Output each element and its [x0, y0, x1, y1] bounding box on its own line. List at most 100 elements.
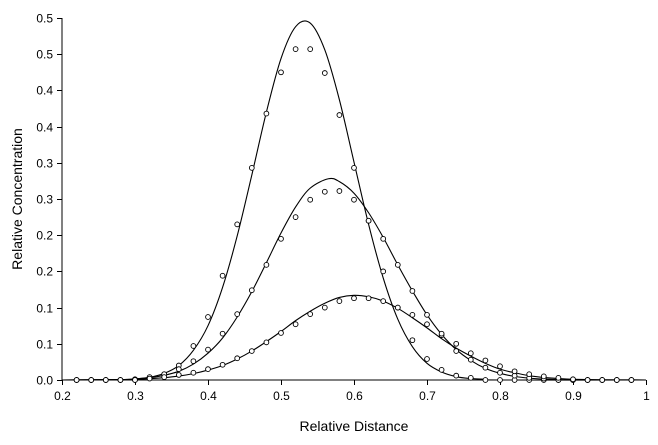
data-point-series-3: [146, 375, 153, 382]
data-point-series-2: [292, 214, 299, 220]
fitted-curve-2: [61, 177, 647, 381]
y-tick-label: 0.5: [36, 12, 53, 26]
data-point-series-2: [453, 348, 460, 354]
data-point-series-2: [205, 346, 211, 353]
data-point-series-2: [234, 311, 241, 317]
y-tick-label: 0.4: [36, 121, 53, 135]
data-point-series-3: [73, 377, 80, 383]
y-axis-title: Relative Concentration: [9, 128, 25, 270]
x-tick-label: 0.7: [419, 389, 436, 403]
data-point-series-1: [248, 165, 255, 171]
data-point-series-1: [278, 69, 284, 76]
data-point-series-3: [351, 295, 357, 302]
data-point-series-2: [482, 364, 489, 371]
y-tick-label: 0.1: [36, 338, 53, 352]
data-point-series-3: [438, 330, 445, 337]
data-point-series-3: [205, 366, 211, 372]
fitted-curve-1: [61, 20, 647, 381]
data-point-series-2: [175, 366, 182, 372]
data-point-series-3: [584, 377, 591, 383]
data-point-series-2: [497, 369, 503, 376]
data-point-series-3: [175, 372, 182, 378]
data-point-series-3: [409, 311, 416, 318]
data-point-series-3: [336, 298, 343, 304]
data-point-series-3: [570, 376, 576, 383]
x-tick-label: 0.8: [492, 389, 509, 403]
data-point-series-3: [102, 377, 109, 383]
data-point-series-1: [380, 268, 387, 275]
y-tick-label: 0.4: [36, 84, 53, 98]
data-point-series-3: [511, 368, 518, 375]
data-point-series-3: [321, 304, 328, 311]
data-point-series-3: [613, 377, 620, 383]
y-tick-label: 0.3: [36, 157, 53, 171]
x-tick-label: 1: [643, 389, 650, 403]
data-point-series-1: [307, 46, 314, 52]
data-point-series-3: [263, 339, 270, 346]
data-point-series-3: [88, 377, 95, 383]
y-tick-label: 0.1: [36, 302, 53, 316]
data-point-series-3: [132, 377, 138, 383]
y-tick-label: 0.0: [36, 374, 53, 388]
data-point-series-3: [497, 363, 503, 370]
data-point-series-1: [453, 372, 460, 379]
data-point-series-3: [365, 295, 372, 302]
data-point-series-1: [497, 377, 503, 383]
data-point-series-1: [336, 112, 343, 118]
y-tick-label: 0.3: [36, 193, 53, 207]
data-point-series-3: [424, 321, 430, 328]
data-point-series-2: [336, 188, 343, 194]
x-axis-title: Relative Distance: [300, 418, 409, 434]
data-point-series-2: [219, 330, 226, 337]
data-point-series-3: [540, 373, 547, 380]
data-point-series-2: [467, 356, 474, 363]
data-point-series-1: [351, 165, 357, 171]
data-point-series-2: [190, 358, 197, 365]
data-point-series-2: [365, 217, 372, 224]
data-point-series-2: [248, 287, 255, 294]
data-point-series-1: [424, 356, 430, 362]
data-point-series-1: [219, 272, 226, 279]
x-tick-label: 0.3: [127, 389, 144, 403]
axes: 0.2 0.3 0.4 0.5 0.6 0.7 0.8 0.9 1 0.0 0.1 0.1 0.2 0.2…: [36, 12, 650, 404]
data-point-series-1: [292, 46, 299, 52]
data-point-series-3: [453, 340, 460, 347]
data-point-series-2: [409, 288, 416, 294]
x-tick-label: 0.6: [346, 389, 363, 403]
data-point-series-1: [190, 343, 197, 349]
data-point-series-3: [380, 298, 387, 304]
data-point-series-3: [467, 350, 474, 357]
data-point-series-1: [409, 337, 416, 344]
data-points: [73, 46, 635, 383]
data-point-series-3: [292, 321, 299, 328]
data-point-series-3: [278, 330, 284, 336]
data-point-series-3: [219, 361, 226, 368]
x-tick-label: 0.9: [565, 389, 582, 403]
fitted-curves: [61, 20, 647, 381]
data-point-series-3: [628, 377, 635, 383]
data-point-series-2: [263, 262, 270, 268]
fitted-curve-3: [61, 294, 647, 381]
data-point-series-3: [248, 348, 255, 354]
data-point-series-2: [424, 311, 430, 318]
data-point-series-3: [234, 355, 241, 362]
data-point-series-2: [278, 235, 284, 242]
data-point-series-3: [482, 357, 489, 364]
data-point-series-1: [438, 367, 445, 373]
data-point-series-1: [467, 374, 474, 381]
y-tick-label: 0.2: [36, 265, 53, 279]
data-point-series-3: [117, 377, 124, 383]
data-point-series-2: [394, 262, 401, 268]
data-point-series-3: [394, 304, 401, 311]
data-point-series-1: [482, 377, 489, 383]
y-tick-label: 0.5: [36, 48, 53, 62]
x-tick-label: 0.4: [200, 389, 217, 403]
data-point-series-1: [263, 110, 270, 117]
data-point-series-3: [190, 369, 197, 376]
data-point-series-3: [161, 374, 168, 380]
data-point-series-2: [307, 196, 314, 203]
data-point-series-1: [321, 70, 328, 76]
data-point-series-2: [380, 235, 387, 242]
data-point-series-1: [205, 314, 211, 320]
